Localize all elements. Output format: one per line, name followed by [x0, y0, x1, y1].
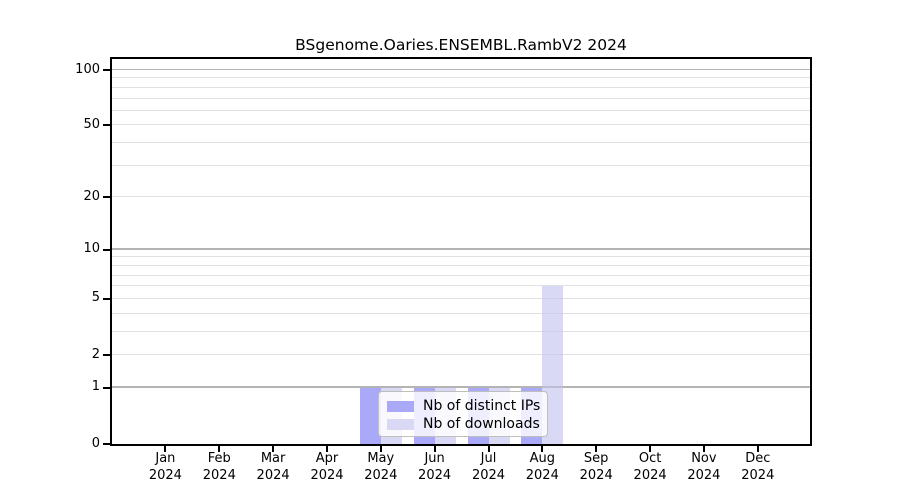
y-tick-1	[103, 386, 110, 389]
x-tick-label-aug: Aug 2024	[525, 451, 559, 483]
minor-gridline-50	[112, 124, 810, 126]
minor-gridline-40	[112, 142, 810, 144]
minor-gridline-60	[112, 109, 810, 111]
major-gridline-1	[112, 386, 810, 388]
y-tick-10	[103, 248, 110, 251]
minor-gridline-20	[112, 196, 810, 198]
legend-label-downloads: Nb of downloads	[423, 416, 540, 432]
y-tick-2	[103, 354, 110, 356]
y-tick-label-5: 5	[91, 290, 100, 306]
minor-gridline-80	[112, 86, 810, 88]
minor-gridline-2	[112, 354, 810, 355]
x-tick-jun	[433, 445, 436, 452]
x-tick-jul	[487, 445, 490, 452]
x-tick-dec	[756, 445, 759, 452]
y-tick-label-100: 100	[75, 61, 100, 77]
x-tick-aug	[541, 445, 544, 452]
plot-area	[110, 57, 812, 446]
minor-gridline-5	[112, 297, 810, 299]
minor-gridline-90	[112, 77, 810, 79]
minor-gridline-60	[112, 109, 810, 111]
minor-gridline-40	[112, 142, 810, 144]
x-tick-oct	[649, 445, 652, 452]
legend-swatch-distinct-ips	[387, 400, 414, 412]
x-tick-label-nov: Nov 2024	[687, 451, 721, 483]
x-tick-label-jun: Jun 2024	[418, 451, 452, 483]
minor-gridline-3	[112, 330, 810, 332]
y-tick-label-10: 10	[83, 241, 100, 257]
minor-gridline-5	[112, 297, 810, 299]
y-tick-5	[103, 297, 110, 300]
minor-gridline-70	[112, 97, 810, 99]
major-gridline-10	[112, 248, 810, 250]
x-tick-apr	[326, 445, 328, 452]
x-tick-may	[379, 445, 382, 452]
minor-gridline-4	[112, 312, 810, 314]
legend-label-distinct-ips: Nb of distinct IPs	[423, 398, 541, 414]
y-tick-label-20: 20	[83, 188, 100, 204]
minor-gridline-30	[112, 164, 810, 166]
y-tick-100	[103, 69, 110, 71]
x-tick-label-apr: Apr 2024	[310, 451, 344, 483]
x-tick-jan	[164, 445, 167, 452]
y-tick-label-0: 0	[91, 435, 100, 451]
minor-gridline-7	[112, 274, 810, 276]
major-gridline-10	[112, 248, 810, 250]
minor-gridline-70	[112, 97, 810, 99]
minor-gridline-9	[112, 256, 810, 258]
minor-gridline-7	[112, 274, 810, 276]
minor-gridline-6	[112, 285, 810, 287]
legend: Nb of distinct IPs Nb of downloads	[378, 391, 548, 437]
x-tick-mar	[272, 445, 275, 452]
minor-gridline-20	[112, 196, 810, 198]
minor-gridline-9	[112, 256, 810, 258]
y-tick-label-1: 1	[91, 379, 100, 395]
y-tick-0	[103, 443, 110, 445]
legend-entry-downloads: Nb of downloads	[387, 415, 547, 433]
x-tick-label-jul: Jul 2024	[471, 451, 506, 483]
legend-swatch-downloads	[387, 418, 414, 430]
minor-gridline-30	[112, 164, 810, 166]
x-tick-sep	[595, 445, 598, 452]
minor-gridline-80	[112, 86, 810, 88]
x-tick-label-mar: Mar 2024	[256, 451, 290, 483]
minor-gridline-4	[112, 312, 810, 314]
minor-gridline-6	[112, 285, 810, 287]
minor-gridline-2	[112, 354, 810, 355]
legend-entry-distinct-ips: Nb of distinct IPs	[387, 397, 547, 415]
y-tick-label-2: 2	[91, 346, 100, 362]
x-tick-nov	[702, 445, 705, 452]
minor-gridline-8	[112, 264, 810, 266]
bar-distinct-ips-may	[359, 387, 381, 444]
x-tick-label-oct: Oct 2024	[633, 451, 667, 483]
minor-gridline-3	[112, 330, 810, 332]
x-tick-label-feb: Feb 2024	[202, 451, 236, 483]
major-gridline-1	[112, 386, 810, 388]
x-tick-label-may: May 2024	[364, 451, 398, 483]
chart-title: BSgenome.Oaries.ENSEMBL.RambV2 2024	[295, 36, 627, 54]
y-tick-label-50: 50	[83, 116, 100, 132]
x-tick-label-sep: Sep 2024	[579, 451, 613, 483]
minor-gridline-50	[112, 124, 810, 126]
minor-gridline-90	[112, 77, 810, 79]
y-tick-50	[103, 124, 110, 127]
x-tick-feb	[218, 445, 221, 452]
major-gridline-100	[112, 68, 810, 70]
y-tick-20	[103, 196, 110, 199]
minor-gridline-8	[112, 264, 810, 266]
x-tick-label-dec: Dec 2024	[741, 451, 775, 483]
x-tick-label-jan: Jan 2024	[148, 451, 182, 483]
major-gridline-100	[112, 68, 810, 70]
